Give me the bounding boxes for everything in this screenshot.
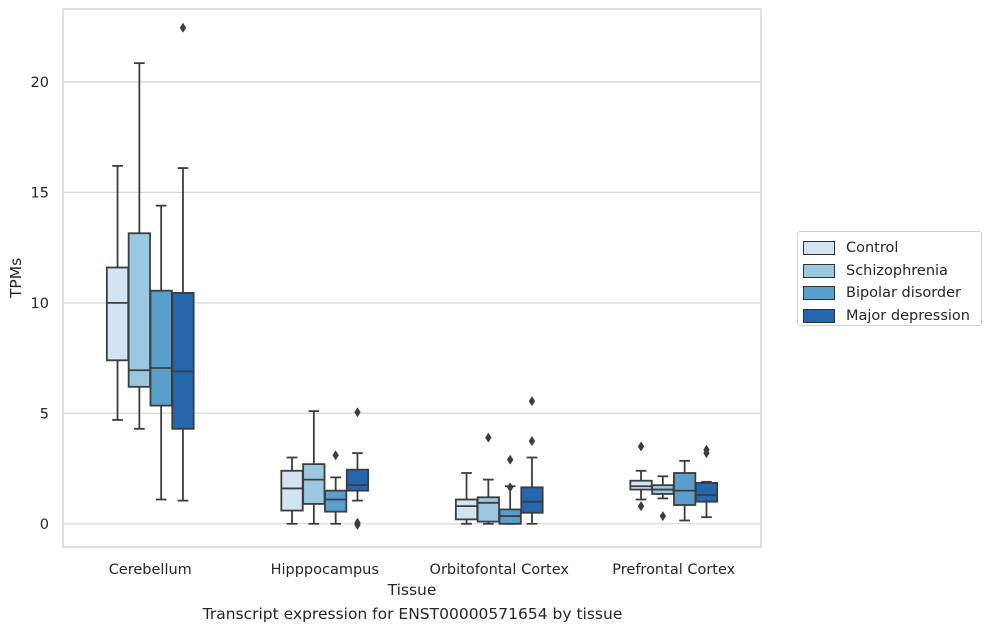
outlier-point — [637, 501, 645, 512]
iqr-box — [105, 266, 130, 362]
iqr-box — [280, 469, 304, 512]
legend-label: Control — [846, 240, 899, 257]
series-major-depression — [171, 22, 719, 530]
box — [127, 62, 151, 430]
iqr-box — [694, 482, 719, 503]
chart-legend: Control Schizophrenia Bipolar disorder Majo… — [797, 231, 982, 326]
iqr-box — [324, 489, 348, 513]
outlier-point — [528, 435, 536, 446]
x-tick-label: Orbitofontal Cortex — [430, 562, 570, 578]
legend-swatch — [803, 286, 835, 301]
iqr-box — [454, 498, 479, 521]
outlier-point — [637, 441, 645, 452]
x-tick-labels: Cerebellum Hipppocampus Orbitofontal Corte… — [109, 562, 736, 578]
x-tick-label: Prefrontal Cortex — [612, 562, 735, 578]
x-tick-label: Hipppocampus — [271, 562, 379, 578]
box — [651, 475, 675, 522]
box — [280, 456, 304, 525]
outlier-point — [506, 454, 514, 465]
legend-swatch — [803, 263, 835, 278]
iqr-box — [476, 496, 500, 523]
legend-swatch — [803, 241, 835, 256]
y-tick-labels: 0 5 10 15 20 — [31, 75, 49, 533]
box — [171, 22, 195, 502]
iqr-box — [629, 479, 653, 491]
box — [105, 164, 130, 421]
iqr-box — [345, 468, 370, 492]
y-axis-label: TPMs — [7, 258, 25, 299]
iqr-box — [520, 486, 544, 514]
box — [694, 444, 719, 519]
iqr-box — [171, 292, 195, 430]
outlier-point — [528, 396, 536, 407]
y-tick-label: 0 — [40, 517, 49, 533]
box — [324, 450, 348, 525]
legend-label: Major depression — [846, 307, 970, 324]
outlier-point — [485, 432, 492, 443]
series-schizophrenia — [127, 62, 675, 525]
outlier-point — [354, 519, 361, 530]
y-tick-label: 10 — [31, 296, 49, 312]
outlier-point — [179, 22, 187, 33]
box — [476, 432, 500, 525]
box — [302, 410, 326, 525]
legend-item: Bipolar disorder — [803, 282, 981, 305]
outlier-point — [354, 407, 361, 418]
iqr-box — [302, 463, 326, 505]
legend-item: Control — [803, 237, 981, 260]
outlier-point — [332, 450, 339, 461]
iqr-box — [673, 472, 697, 506]
y-tick-label: 20 — [31, 75, 49, 91]
legend-label: Schizophrenia — [846, 262, 948, 279]
series-bipolar-disorder — [149, 204, 697, 525]
legend-swatch — [803, 308, 835, 323]
legend-label: Bipolar disorder — [846, 285, 961, 302]
box — [454, 472, 479, 525]
legend-item: Schizophrenia — [803, 260, 981, 283]
iqr-box — [127, 232, 151, 388]
legend-item: Major depression — [803, 305, 981, 328]
y-tick-label: 5 — [40, 406, 49, 422]
box — [149, 204, 173, 501]
outlier-point — [703, 448, 710, 459]
box — [345, 407, 370, 530]
box — [629, 441, 653, 512]
iqr-box — [149, 289, 173, 407]
plot-frame — [62, 8, 762, 548]
outlier-point — [659, 511, 667, 522]
box — [520, 396, 544, 525]
chart-caption: Transcript expression for ENST0000057165… — [202, 605, 623, 623]
box-series — [105, 22, 719, 530]
y-tick-label: 15 — [31, 185, 49, 201]
box — [498, 454, 522, 525]
outlier-point — [506, 482, 514, 493]
box — [673, 459, 697, 522]
x-axis-label: Tissue — [387, 581, 437, 599]
x-tick-label: Cerebellum — [109, 562, 192, 578]
